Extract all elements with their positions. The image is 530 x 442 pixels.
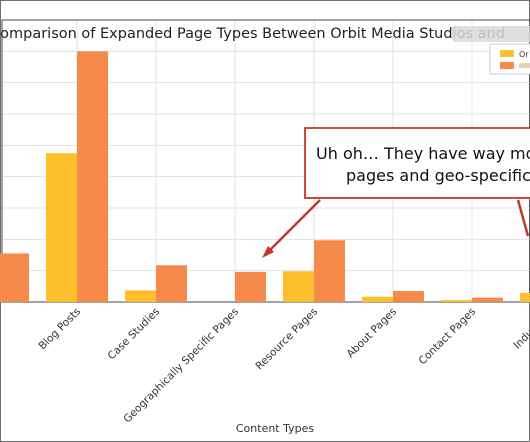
bar-series-1-cat-7: [520, 292, 530, 302]
x-axis-label: Content Types: [236, 422, 315, 435]
annotation-callout: Uh oh… They have way mo pages and geo-sp…: [304, 127, 530, 199]
annotation-arrowhead-left: [262, 246, 274, 258]
annotation-arrow-left: [265, 199, 321, 255]
redacted-competitor-name: [452, 26, 530, 42]
legend-swatch-series-2: [500, 62, 514, 69]
bar-series-2-cat-0: [0, 253, 29, 302]
legend: Or: [489, 43, 530, 75]
bar-series-1-cat-1: [46, 153, 77, 302]
legend-label-series-2-redacted: [519, 63, 530, 68]
bar-series-2-cat-2: [156, 265, 187, 302]
bar-series-2-cat-3: [235, 271, 266, 302]
bar-series-2-cat-4: [314, 240, 345, 302]
bar-series-2-cat-1: [77, 51, 108, 303]
bar-series-1-cat-2: [125, 290, 156, 302]
bar-series-2-cat-5: [393, 291, 424, 302]
callout-line-1: Uh oh… They have way mo: [316, 144, 530, 163]
legend-box: [489, 43, 530, 75]
chart-title: Comparison of Expanded Page Types Betwee…: [0, 26, 505, 42]
legend-label-series-1: Or: [519, 50, 529, 59]
annotation-arrows: [262, 199, 530, 258]
bar-series-1-cat-6: [441, 300, 472, 302]
callout-line-2: pages and geo-specific: [346, 166, 530, 185]
bar-series-1-cat-5: [362, 296, 393, 302]
callout-box: [304, 127, 530, 199]
annotation-arrow-right: [516, 199, 530, 237]
bar-series-1-cat-4: [283, 271, 314, 302]
legend-swatch-series-1: [500, 50, 514, 57]
bars-group: [0, 51, 530, 303]
bar-series-2-cat-6: [472, 297, 503, 302]
